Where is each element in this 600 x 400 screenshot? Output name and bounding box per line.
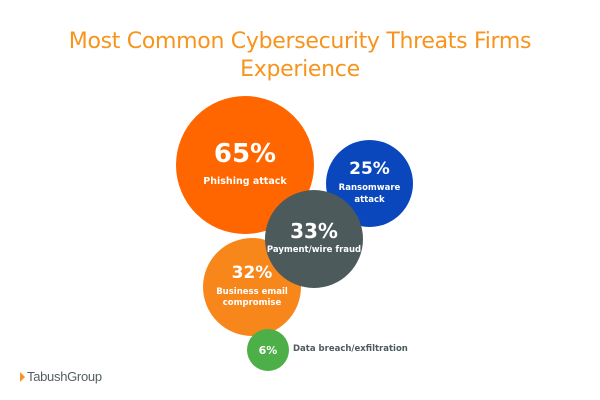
bubble-value: 6% [258, 343, 278, 357]
bubble-payment-fraud: 33% Payment/wire fraud [265, 190, 363, 288]
label-line: compromise [222, 298, 282, 308]
bubble-value: 65% [213, 139, 277, 170]
bubble-label: Business email compromise [216, 287, 288, 310]
bubble-value: 32% [231, 262, 273, 283]
bubble-label: Payment/wire fraud [266, 245, 362, 256]
bubble-phishing: 65% Phishing attack [176, 96, 314, 234]
label-line: attack [354, 194, 385, 205]
title-line-2: Experience [240, 57, 360, 82]
bubble-data-breach: 6% [247, 329, 289, 371]
chart-title: Most Common Cybersecurity Threats Firms … [0, 28, 600, 84]
title-line-1: Most Common Cybersecurity Threats Firms [68, 29, 532, 54]
bubble-value: 25% [349, 159, 390, 180]
bubble-ransomware: 25% Ransomware attack [326, 140, 413, 227]
bubble-label: Phishing attack [203, 176, 287, 188]
bubble-label: Ransomware attack [339, 183, 401, 206]
logo-text: TabushGroup [27, 369, 102, 384]
label-line: Ransomware [338, 183, 401, 194]
tabush-logo: TabushGroup [20, 369, 102, 384]
data-breach-label: Data breach/exfiltration [293, 344, 408, 354]
label-line: Business email [216, 286, 288, 297]
bubble-value: 33% [290, 219, 338, 244]
chevron-right-icon [20, 371, 25, 382]
